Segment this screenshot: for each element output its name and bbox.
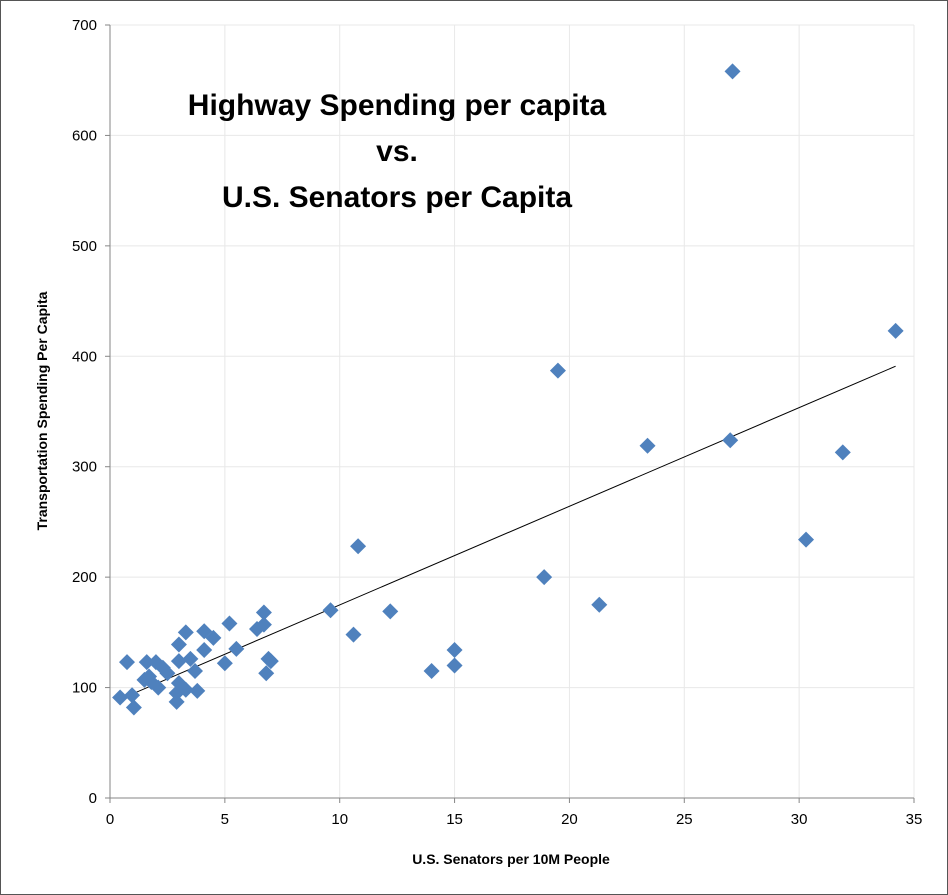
x-axis-label: U.S. Senators per 10M People xyxy=(412,851,610,867)
data-points xyxy=(112,63,904,716)
data-point xyxy=(446,642,463,659)
y-tick-label: 500 xyxy=(72,238,97,255)
data-point xyxy=(724,63,741,80)
data-point xyxy=(228,640,245,657)
data-point xyxy=(260,650,277,667)
data-point xyxy=(177,681,194,698)
data-point xyxy=(549,362,566,379)
chart-title-line-2: vs. xyxy=(376,135,418,168)
data-point xyxy=(834,444,851,461)
x-tick-label: 25 xyxy=(676,811,693,828)
data-point xyxy=(798,531,815,548)
axes xyxy=(105,24,915,803)
data-point xyxy=(170,636,187,653)
y-tick-label: 400 xyxy=(72,348,97,365)
data-point xyxy=(205,629,222,646)
data-point xyxy=(177,624,194,641)
x-tick-label: 0 xyxy=(106,811,114,828)
data-point xyxy=(350,538,367,555)
data-point xyxy=(322,602,339,619)
data-point xyxy=(221,615,238,632)
data-point xyxy=(138,654,155,671)
data-point xyxy=(136,671,153,688)
data-point xyxy=(722,432,739,449)
data-point xyxy=(255,604,272,621)
data-point xyxy=(196,642,213,659)
data-point xyxy=(887,322,904,339)
data-point xyxy=(345,626,362,643)
x-tick-label: 10 xyxy=(331,811,348,828)
x-tick-label: 15 xyxy=(446,811,463,828)
data-point xyxy=(182,650,199,667)
data-point xyxy=(118,654,135,671)
data-point xyxy=(170,653,187,670)
x-tick-label: 5 xyxy=(221,811,229,828)
data-point xyxy=(150,679,167,696)
y-tick-label: 200 xyxy=(72,569,97,586)
y-tick-label: 0 xyxy=(89,790,97,807)
data-point xyxy=(168,693,185,710)
y-tick-label: 300 xyxy=(72,459,97,476)
chart-title-line-1: Highway Spending per capita xyxy=(188,89,607,122)
y-tick-label: 100 xyxy=(72,680,97,697)
x-tick-label: 20 xyxy=(561,811,578,828)
data-point xyxy=(591,596,608,613)
data-point xyxy=(255,616,272,633)
data-point xyxy=(446,657,463,674)
data-point xyxy=(124,687,141,704)
data-point xyxy=(189,682,206,699)
data-point xyxy=(258,665,275,682)
tick-labels: 0 5 10 15 20 25 30 35 0 100 200 300 400 500 600 700 xyxy=(72,17,922,828)
data-point xyxy=(216,655,233,672)
trendline xyxy=(121,365,896,700)
data-point xyxy=(382,603,399,620)
data-point xyxy=(639,437,656,454)
y-tick-label: 600 xyxy=(72,127,97,144)
data-point xyxy=(536,569,553,586)
data-point xyxy=(423,663,440,680)
chart-title-line-3: U.S. Senators per Capita xyxy=(222,181,572,214)
data-point xyxy=(159,665,176,682)
gridlines xyxy=(110,24,915,798)
data-point xyxy=(125,699,142,716)
y-axis-label: Transportation Spending Per Capita xyxy=(34,291,50,530)
x-tick-label: 35 xyxy=(906,811,923,828)
y-tick-label: 700 xyxy=(72,17,97,34)
data-point xyxy=(186,663,203,680)
x-tick-label: 30 xyxy=(791,811,808,828)
data-point xyxy=(112,689,129,706)
